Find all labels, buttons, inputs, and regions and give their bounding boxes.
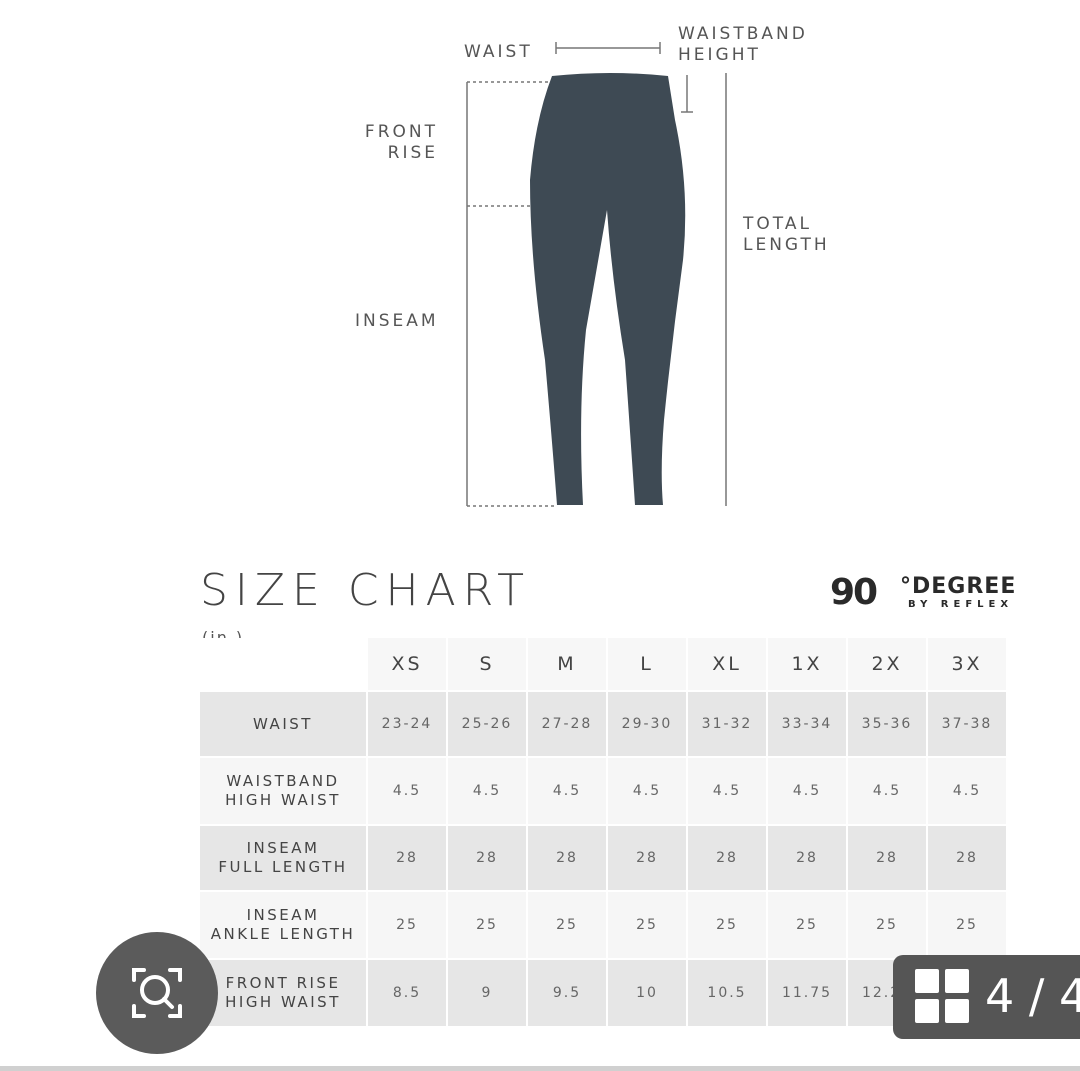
- row-label: WAISTBAND HIGH WAIST: [200, 758, 366, 824]
- table-cell: 31-32: [688, 692, 766, 756]
- grid-icon: [915, 969, 969, 1023]
- table-cell: 23-24: [368, 692, 446, 756]
- table-cell: 28: [368, 826, 446, 890]
- visual-search-button[interactable]: [96, 932, 218, 1054]
- table-cell: 8.5: [368, 960, 446, 1026]
- table-cell: 25-26: [448, 692, 526, 756]
- size-header: M: [528, 638, 606, 690]
- table-cell: 25: [608, 892, 686, 958]
- size-header: XS: [368, 638, 446, 690]
- table-cell: 25: [768, 892, 846, 958]
- image-pager-button[interactable]: 4 / 4: [893, 955, 1080, 1039]
- inseam-label: INSEAM: [355, 311, 439, 331]
- size-header: 1X: [768, 638, 846, 690]
- table-cell: 10: [608, 960, 686, 1026]
- table-cell: 25: [928, 892, 1006, 958]
- table-cell: 35-36: [848, 692, 926, 756]
- leggings-shape: [530, 73, 686, 505]
- size-header: S: [448, 638, 526, 690]
- table-row: WAIST 23-24 25-26 27-28 29-30 31-32 33-34 35-36…: [200, 692, 1006, 756]
- table-cell: 28: [608, 826, 686, 890]
- visual-search-icon: [132, 968, 182, 1018]
- pager-text: 4 / 4: [985, 969, 1080, 1023]
- row-label: INSEAM FULL LENGTH: [200, 826, 366, 890]
- table-cell: 27-28: [528, 692, 606, 756]
- table-cell: 28: [848, 826, 926, 890]
- table-cell: 28: [528, 826, 606, 890]
- waistband-height-label: WAISTBAND HEIGHT: [678, 24, 808, 65]
- table-cell: 10.5: [688, 960, 766, 1026]
- table-cell: 28: [448, 826, 526, 890]
- table-row: WAISTBAND HIGH WAIST 4.5 4.5 4.5 4.5 4.5 4.5 4.5…: [200, 758, 1006, 824]
- table-row: FRONT RISE HIGH WAIST 8.5 9 9.5 10 10.5 11.75 12…: [200, 960, 1006, 1026]
- table-cell: 25: [688, 892, 766, 958]
- table-cell: 28: [928, 826, 1006, 890]
- table-cell: 4.5: [688, 758, 766, 824]
- table-cell: 25: [848, 892, 926, 958]
- row-label: FRONT RISE HIGH WAIST: [200, 960, 366, 1026]
- waist-label: WAIST: [464, 42, 533, 62]
- table-cell: 4.5: [528, 758, 606, 824]
- table-cell: 4.5: [368, 758, 446, 824]
- table-row: INSEAM FULL LENGTH 28 28 28 28 28 28 28 28: [200, 826, 1006, 890]
- leggings-diagram: [466, 42, 727, 507]
- table-cell: 29-30: [608, 692, 686, 756]
- size-header: XL: [688, 638, 766, 690]
- front-rise-label: FRONT RISE: [364, 122, 438, 163]
- row-label: INSEAM ANKLE LENGTH: [200, 892, 366, 958]
- bottom-divider: [0, 1066, 1080, 1071]
- size-table: XS S M L XL 1X 2X 3X WAIST 23-24 25-26 27-28 29-30 3…: [198, 636, 1008, 1028]
- table-cell: 4.5: [768, 758, 846, 824]
- table-cell: 4.5: [928, 758, 1006, 824]
- brand-logo: 90 °DEGREE BY REFLEX: [830, 572, 1017, 613]
- size-header: L: [608, 638, 686, 690]
- table-cell: 25: [368, 892, 446, 958]
- table-cell: 28: [768, 826, 846, 890]
- size-header: 3X: [928, 638, 1006, 690]
- table-cell: 37-38: [928, 692, 1006, 756]
- table-cell: 4.5: [608, 758, 686, 824]
- size-chart-title: SIZE CHART: [200, 565, 531, 616]
- table-row: INSEAM ANKLE LENGTH 25 25 25 25 25 25 25 25: [200, 892, 1006, 958]
- table-cell: 33-34: [768, 692, 846, 756]
- table-cell: 28: [688, 826, 766, 890]
- row-label: WAIST: [200, 692, 366, 756]
- table-cell: 25: [528, 892, 606, 958]
- size-header: 2X: [848, 638, 926, 690]
- table-cell: 11.75: [768, 960, 846, 1026]
- table-cell: 25: [448, 892, 526, 958]
- table-cell: 4.5: [848, 758, 926, 824]
- total-length-label: TOTAL LENGTH: [743, 214, 830, 255]
- table-cell: 9: [448, 960, 526, 1026]
- table-cell: 9.5: [528, 960, 606, 1026]
- table-cell: 4.5: [448, 758, 526, 824]
